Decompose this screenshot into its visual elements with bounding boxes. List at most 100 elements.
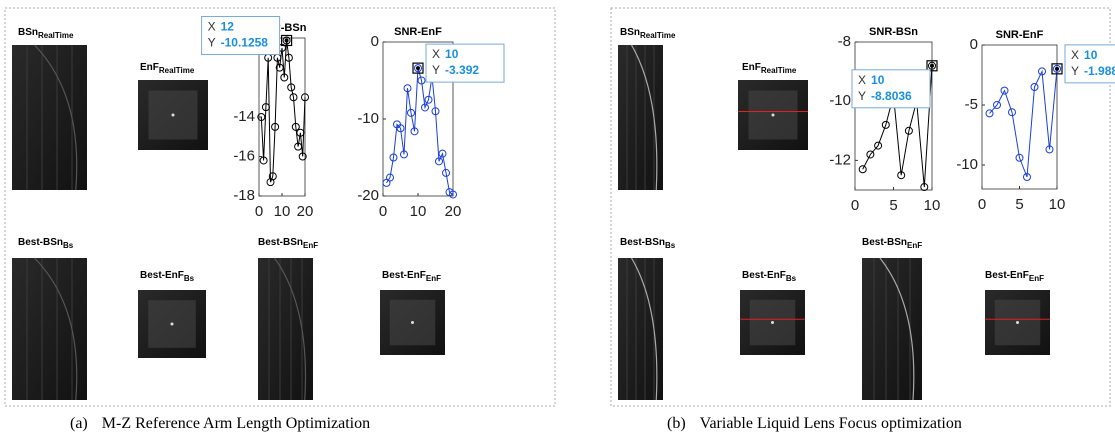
datatip <box>851 69 931 109</box>
point <box>928 61 936 70</box>
caption-label: (a) <box>70 415 88 432</box>
image-label: Best-BSnEnF <box>862 237 922 250</box>
datatip-y-label: Y <box>1071 64 1079 78</box>
point <box>257 113 266 121</box>
datatip <box>1064 44 1115 84</box>
datatip-x-label: X <box>1071 48 1079 62</box>
image-texture <box>34 44 78 191</box>
image-label-sub: EnF <box>303 241 318 250</box>
point <box>289 93 298 102</box>
image-label-base: EnF <box>742 62 761 73</box>
datatip-x-label: X <box>858 73 866 87</box>
image-label: BSnRealTime <box>620 27 676 40</box>
x-tick-label: 10 <box>410 203 427 220</box>
point <box>866 150 875 159</box>
image-texture <box>171 113 175 117</box>
image-label-sub: RealTime <box>761 66 797 75</box>
datatip-marker <box>930 63 934 68</box>
datatip-y-value: -1.988 <box>1084 64 1115 78</box>
image-texture <box>34 257 78 401</box>
image <box>618 258 663 400</box>
image <box>618 45 663 190</box>
point <box>993 101 1001 109</box>
point <box>1008 108 1016 117</box>
point <box>301 93 309 102</box>
image <box>258 258 313 400</box>
x-tick-label: 0 <box>255 203 263 220</box>
image-texture <box>274 257 307 401</box>
chart-title: SNR-EnF <box>996 29 1044 41</box>
point <box>287 83 296 92</box>
point <box>400 150 408 159</box>
y-tick-label: -10 <box>829 92 851 109</box>
y-tick-label: -8 <box>838 33 851 50</box>
y-tick-label: -18 <box>233 187 255 204</box>
caption-text: M-Z Reference Arm Length Optimization <box>102 415 370 432</box>
point <box>438 149 447 158</box>
datatip-x: X 10 <box>858 73 885 87</box>
image-label: Best-EnFBs <box>742 270 797 283</box>
series-line <box>862 65 933 188</box>
point <box>1015 153 1024 162</box>
image-label-base: BSn <box>18 27 38 38</box>
image-texture <box>879 257 915 401</box>
chart-title: SNR-BSn <box>869 26 918 38</box>
image-label-sub: Bs <box>665 241 676 250</box>
point <box>403 84 412 93</box>
image-label-sub: EnF <box>426 274 441 283</box>
datatip-marker <box>1051 63 1063 75</box>
point <box>261 103 270 112</box>
point <box>1038 67 1046 76</box>
point <box>858 165 867 174</box>
point <box>449 190 457 199</box>
point <box>985 109 994 118</box>
image-label-sub: Bs <box>63 241 74 250</box>
image <box>12 258 87 400</box>
datatip-marker <box>281 34 293 47</box>
point <box>874 141 883 150</box>
series-line <box>386 67 454 195</box>
image-label: EnFRealTime <box>742 62 797 75</box>
image-label-base: BSn <box>620 27 640 38</box>
image-label: Best-BSnBs <box>18 237 74 250</box>
datatip-marker <box>1055 66 1059 71</box>
point <box>881 120 890 129</box>
point <box>386 173 394 182</box>
datatip-x-label: X <box>432 47 440 61</box>
point <box>442 168 450 177</box>
y-tick-label: -12 <box>829 151 851 168</box>
x-tick-label: 10 <box>924 197 941 214</box>
point <box>268 172 277 181</box>
point <box>904 126 913 135</box>
image-label: Best-EnFEnF <box>382 270 441 283</box>
x-tick-label: 5 <box>889 197 897 214</box>
point <box>298 152 307 161</box>
datatip-y-label: Y <box>208 36 216 50</box>
datatip-x-value: 10 <box>871 73 885 87</box>
image-label-sub: RealTime <box>159 66 195 75</box>
point <box>1053 64 1061 73</box>
image-label-sub: Bs <box>184 274 195 283</box>
image-label: Best-EnFEnF <box>985 270 1044 283</box>
point <box>431 107 440 116</box>
chart-title: SNR-EnF <box>394 26 442 38</box>
y-tick-label: 0 <box>970 36 978 53</box>
point <box>275 63 284 72</box>
image-label: Best-BSnBs <box>620 237 676 250</box>
y-tick-label: -10 <box>956 156 978 173</box>
x-tick-label: 0 <box>851 197 859 214</box>
image <box>862 258 922 400</box>
image-texture <box>411 321 414 324</box>
point <box>396 124 405 133</box>
y-tick-label: -10 <box>357 110 379 127</box>
y-tick-label: -5 <box>965 96 978 113</box>
point <box>1023 173 1031 181</box>
datatip-x-value: 10 <box>1084 48 1098 62</box>
datatip-x: X 12 <box>208 20 235 34</box>
point <box>294 142 303 151</box>
point <box>291 122 300 131</box>
datatip <box>425 43 505 83</box>
datatip-marker <box>926 60 938 72</box>
caption: (b) Variable Liquid Lens Focus optimizati… <box>667 415 962 432</box>
